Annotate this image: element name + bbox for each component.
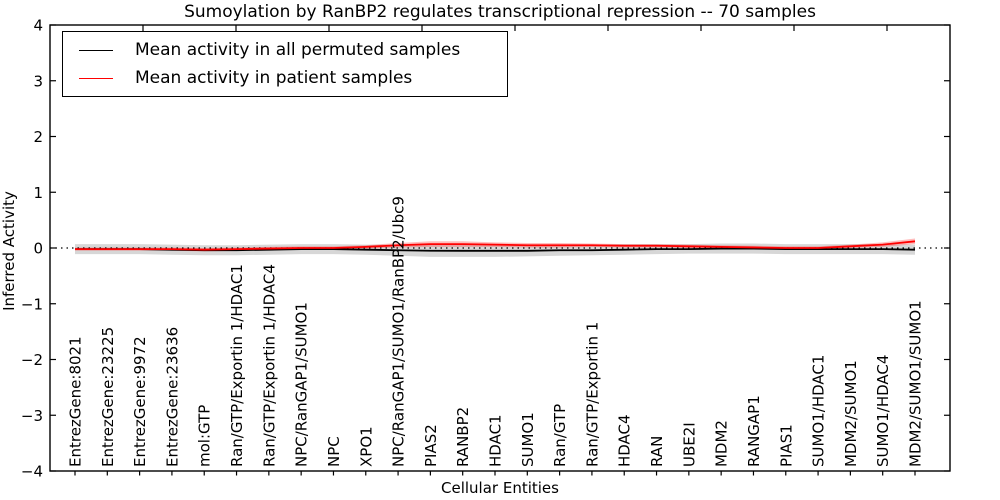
- x-category-label: UBE2I: [680, 422, 698, 467]
- x-category-label: MDM2/SUMO1/SUMO1: [907, 300, 925, 467]
- x-category-label: PIAS1: [777, 424, 795, 467]
- y-tick-label: −3: [21, 407, 43, 425]
- x-category-label: EntrezGene:23225: [99, 327, 117, 467]
- y-tick-label: 1: [33, 184, 43, 202]
- x-category-label: NPC: [325, 436, 343, 467]
- legend: Mean activity in all permuted samples Me…: [62, 31, 508, 97]
- series-line-1: [75, 240, 916, 251]
- x-category-label: MDM2: [713, 420, 731, 467]
- y-axis-label: Inferred Activity: [0, 191, 18, 311]
- y-tick-label: 0: [33, 240, 43, 258]
- x-category-label: EntrezGene:9972: [131, 336, 149, 467]
- x-category-label: NPC/RanGAP1/SUMO1/RanBP2/Ubc9: [390, 196, 408, 467]
- x-category-label: EntrezGene:8021: [67, 336, 85, 467]
- x-category-label: Ran/GTP: [551, 404, 569, 467]
- y-tick-label: 2: [33, 128, 43, 146]
- x-category-label: Ran/GTP/Exportin 1/HDAC4: [260, 264, 278, 467]
- legend-label-permuted: Mean activity in all permuted samples: [135, 40, 461, 60]
- legend-label-patient: Mean activity in patient samples: [135, 68, 413, 88]
- x-category-label: SUMO1: [519, 412, 537, 467]
- x-category-label: SUMO1/HDAC1: [810, 355, 828, 467]
- y-tick-label: −2: [21, 351, 43, 369]
- legend-entry-patient: Mean activity in patient samples: [79, 68, 507, 88]
- x-category-label: Ran/GTP/Exportin 1/HDAC1: [228, 264, 246, 467]
- x-category-label: RANBP2: [454, 407, 472, 467]
- y-tick-label: −1: [21, 295, 43, 313]
- legend-entry-permuted: Mean activity in all permuted samples: [79, 40, 507, 60]
- legend-line-patient-icon: [79, 77, 113, 79]
- y-tick-label: 4: [33, 17, 43, 35]
- x-category-label: SUMO1/HDAC4: [874, 355, 892, 467]
- x-category-label: XPO1: [357, 426, 375, 467]
- x-category-label: MDM2/SUMO1: [842, 360, 860, 467]
- legend-line-permuted-icon: [79, 49, 113, 51]
- x-category-label: NPC/RanGAP1/SUMO1: [293, 302, 311, 467]
- x-category-label: HDAC1: [487, 414, 505, 467]
- x-category-label: RAN: [648, 436, 666, 467]
- x-category-label: RANGAP1: [745, 395, 763, 467]
- x-category-label: mol:GTP: [196, 405, 214, 467]
- y-tick-label: −4: [21, 463, 43, 481]
- x-category-label: HDAC4: [616, 414, 634, 467]
- y-tick-label: 3: [33, 72, 43, 90]
- chart-title: Sumoylation by RanBP2 regulates transcri…: [184, 2, 816, 22]
- x-category-label: Ran/GTP/Exportin 1: [583, 322, 601, 467]
- x-category-label: EntrezGene:23636: [163, 327, 181, 467]
- x-category-label: PIAS2: [422, 424, 440, 467]
- x-axis-label: Cellular Entities: [441, 479, 559, 497]
